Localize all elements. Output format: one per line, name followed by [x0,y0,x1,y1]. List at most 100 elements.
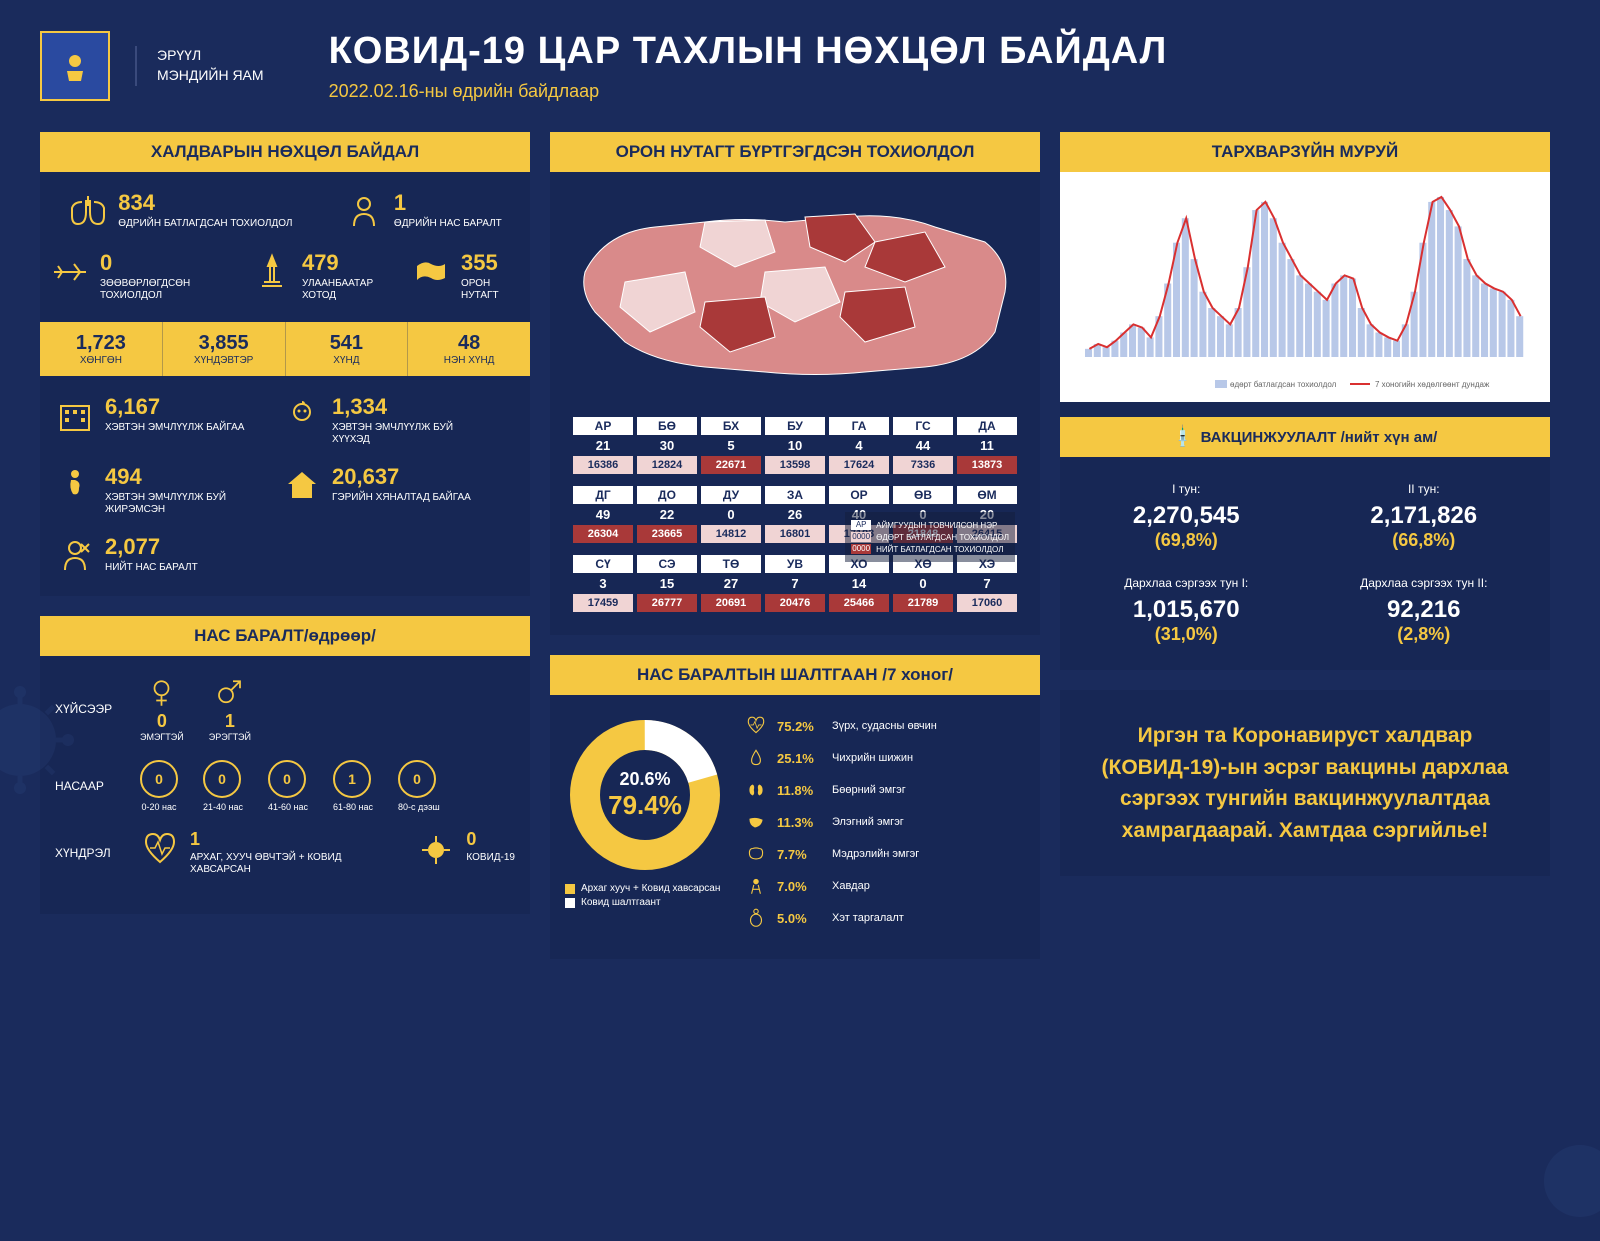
stat-number: 2,077 [105,536,198,558]
age-circle: 161-80 нас [333,760,373,812]
death-cause-panel: НАС БАРАЛТЫН ШАЛТГААН /7 хоног/ 20.6% 79… [550,655,1040,959]
comp-stat: 1АРХАГ, ХУУЧ ӨВЧТЭЙ + КОВИД ХАВСАРСАН [140,830,391,876]
map-icon [411,252,451,292]
heart-icon [140,830,180,870]
stat-number: 1 [394,192,502,214]
cause-item: 25.1%Чихрийн шижин [745,747,1025,769]
donut-p2: 79.4% [608,790,682,821]
gender-label: ХҮЙСЭЭР [55,702,125,716]
province-ХО: ХО1425466 [829,555,889,612]
cause-item: 75.2%Зүрх, судасны өвчин [745,715,1025,737]
stat-label: ХЭВТЭН ЭМЧЛҮҮЛЖ БУЙ ХҮҮХЭД [332,422,489,446]
legend-item: Ковид шалтгаант [565,897,725,908]
province-СҮ: СҮ317459 [573,555,633,612]
cause-item: 5.0%Хэт таргалалт [745,907,1025,929]
age-circle: 041-60 нас [268,760,308,812]
map-legend: АРАЙМГУУДЫН ТОВЧИЛСОН НЭР 0000ӨДӨРТ БАТЛ… [845,512,1015,562]
stat-label: УЛААНБААТАР ХОТОД [302,278,396,302]
stat-label: ӨДРИЙН БАТЛАГДСАН ТОХИОЛДОЛ [118,218,292,230]
heart-icon [745,715,767,737]
donut-p1: 20.6% [608,769,682,790]
stat-baby: 1,334 ХЭВТЭН ЭМЧЛҮҮЛЖ БУЙ ХҮҮХЭД [282,396,489,446]
epi-chart: өдөрт батлагдсан тохиолдол7 хоногийн хөд… [1060,172,1550,402]
province-ДГ: ДГ4926304 [573,486,633,543]
legend-item: Архаг хууч + Ковид хавсарсан [565,883,725,894]
p5-title: НАС БАРАЛТЫН ШАЛТГААН /7 хоног/ [550,655,1040,695]
stat-number: 355 [461,252,520,274]
gender-stat: 0ЭМЭГТЭЙ [140,676,184,742]
vacc-stat: II тун:2,171,826(66,8%) [1318,482,1531,551]
p4-title: НАС БАРАЛТ/өдрөөр/ [40,616,530,656]
age-label: НАСААР [55,779,125,793]
kidney-icon [745,779,767,801]
vacc-stat: I тун:2,270,545(69,8%) [1080,482,1293,551]
plane-icon [50,252,90,292]
stat-number: 1,334 [332,396,489,418]
stat-monument: 479УЛААНБААТАР ХОТОД [252,252,396,302]
stat-lungs: 834ӨДРИЙН БАТЛАГДСАН ТОХИОЛДОЛ [68,192,292,232]
cause-item: 11.8%Бөөрний эмгэг [745,779,1025,801]
lungs-icon [68,192,108,232]
baby-icon [282,396,322,436]
severity-cell: 541ХҮНД [286,322,409,376]
ministry-l2: МЭНДИЙН ЯАМ [157,66,264,86]
stat-label: ХЭВТЭН ЭМЧЛҮҮЛЖ БУЙ ЖИРЭМСЭН [105,492,262,516]
mongolia-map [565,187,1025,397]
hospital-icon [55,396,95,436]
cause-item: 7.0%Хавдар [745,875,1025,897]
gov-logo [40,31,110,101]
virus-icon [416,830,456,870]
syringe-icon: 💉 [1169,423,1197,451]
brain-icon [745,843,767,865]
province-ДУ: ДУ014812 [701,486,761,543]
message-panel: Иргэн та Коронавируст халдвар (КОВИД-19)… [1060,690,1550,876]
svg-text:өдөрт батлагдсан тохиолдол: өдөрт батлагдсан тохиолдол [1230,380,1337,389]
province-ДО: ДО2223665 [637,486,697,543]
male-icon [212,676,247,711]
province-ХӨ: ХӨ021789 [893,555,953,612]
stat-number: 494 [105,466,262,488]
province-БУ: БУ1013598 [765,417,825,474]
header: ЭРҮҮЛ МЭНДИЙН ЯАМ КОВИД-19 ЦАР ТАХЛЫН НӨ… [40,30,1560,102]
diabetes-icon [745,747,767,769]
cause-donut: 20.6% 79.4% [565,715,725,875]
age-circle: 00-20 нас [140,760,178,812]
pregnant-icon [55,466,95,506]
home-icon [282,466,322,506]
infection-status-panel: ХАЛДВАРЫН НӨХЦӨЛ БАЙДАЛ 834ӨДРИЙН БАТЛАГ… [40,132,530,596]
cause-item: 11.3%Элэгний эмгэг [745,811,1025,833]
stat-number: 20,637 [332,466,471,488]
province-СЭ: СЭ1526777 [637,555,697,612]
regional-panel: ОРОН НУТАГТ БҮРТГЭГДСЭН ТОХИОЛДОЛ АРАЙМГ… [550,132,1040,635]
severity-cell: 48НЭН ХҮНД [408,322,530,376]
age-circle: 080-с дээш [398,760,440,812]
province-БӨ: БӨ3012824 [637,417,697,474]
stat-label: ГЭРИЙН ХЯНАЛТАД БАЙГАА [332,492,471,504]
comp-label: ХҮНДРЭЛ [55,846,125,860]
province-ХЭ: ХЭ717060 [957,555,1017,612]
severity-cell: 1,723ХӨНГӨН [40,322,163,376]
province-ТӨ: ТӨ2720691 [701,555,761,612]
death-daily-panel: НАС БАРАЛТ/өдрөөр/ ХҮЙСЭЭР 0ЭМЭГТЭЙ 1ЭРЭГТ… [40,616,530,914]
report-date: 2022.02.16-ны өдрийн байдлаар [329,81,1168,102]
female-icon [144,676,179,711]
province-ДА: ДА1113873 [957,417,1017,474]
stat-label: ЗӨӨВӨРЛӨГДСӨН ТОХИОЛДОЛ [100,278,237,302]
stat-label: ОРОН НУТАГТ [461,278,520,302]
vacc-title: 💉ВАКЦИНЖУУЛАЛТ /нийт хүн ам/ [1060,417,1550,457]
stat-map: 355 ОРОН НУТАГТ [411,252,520,302]
province-АР: АР2116386 [573,417,633,474]
cause-item: 7.7%Мэдрэлийн эмгэг [745,843,1025,865]
severity-cell: 3,855ХҮНДЭВТЭР [163,322,286,376]
comp-stat: 0КОВИД-19 [416,830,515,876]
p2-title: ОРОН НУТАГТ БҮРТГЭГДСЭН ТОХИОЛДОЛ [550,132,1040,172]
ministry-l1: ЭРҮҮЛ [157,46,264,66]
stat-label: ӨДРИЙН НАС БАРАЛТ [394,218,502,230]
gender-stat: 1ЭРЭГТЭЙ [209,676,251,742]
death-icon [55,536,95,576]
page-title: КОВИД-19 ЦАР ТАХЛЫН НӨХЦӨЛ БАЙДАЛ [329,30,1168,73]
province-УВ: УВ720476 [765,555,825,612]
liver-icon [745,811,767,833]
vacc-stat: Дархлаа сэргээх тун I:1,015,670(31,0%) [1080,576,1293,645]
monument-icon [252,252,292,292]
